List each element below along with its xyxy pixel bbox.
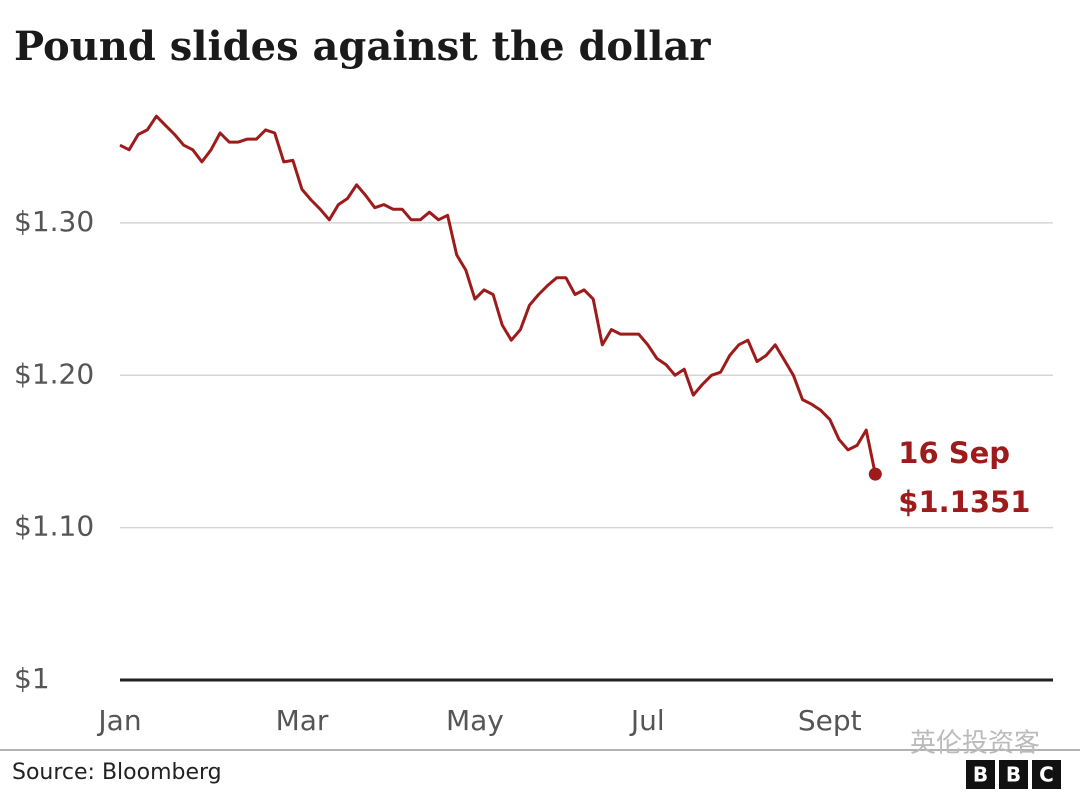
chart-title: Pound slides against the dollar bbox=[14, 23, 711, 70]
x-tick-label: May bbox=[446, 704, 504, 737]
logo-letter: B bbox=[1006, 763, 1021, 787]
y-tick-label: $1 bbox=[14, 662, 50, 695]
y-tick-label: $1.20 bbox=[14, 357, 94, 390]
annotation-value: $1.1351 bbox=[898, 485, 1030, 519]
price-line bbox=[119, 114, 877, 475]
watermark: 英伦投资客 bbox=[910, 729, 1040, 759]
x-tick-label: Sept bbox=[798, 704, 862, 737]
logo-box bbox=[999, 760, 1028, 789]
logo-box bbox=[1032, 760, 1061, 789]
y-tick-label: $1.30 bbox=[14, 205, 94, 238]
annotation-date: 16 Sep bbox=[898, 436, 1010, 470]
x-tick-label: Jul bbox=[629, 704, 665, 737]
end-point bbox=[868, 467, 882, 481]
logo-box bbox=[966, 760, 995, 789]
x-tick-label: Mar bbox=[276, 704, 329, 737]
logo-letter: B bbox=[973, 763, 988, 787]
x-tick-label: Jan bbox=[96, 704, 141, 737]
logo-letter: C bbox=[1039, 763, 1054, 787]
y-tick-label: $1.10 bbox=[14, 510, 94, 543]
source: Source: Bloomberg bbox=[12, 760, 222, 785]
